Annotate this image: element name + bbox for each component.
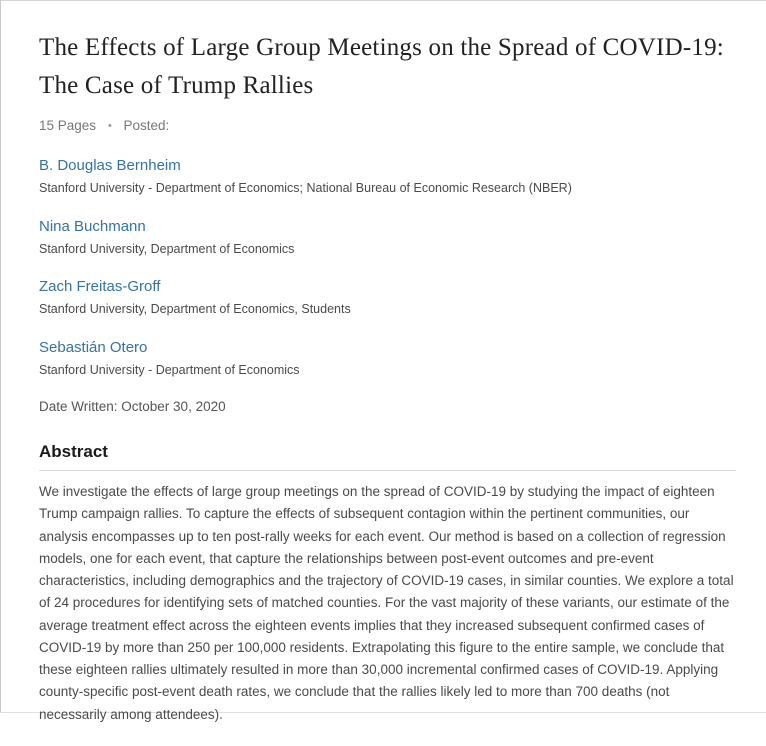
author-link-buchmann[interactable]: Nina Buchmann — [39, 217, 146, 235]
author-block: Zach Freitas-Groff Stanford University, … — [39, 278, 736, 319]
author-block: Sebastián Otero Stanford University - De… — [39, 339, 736, 380]
author-link-freitas-groff[interactable]: Zach Freitas-Groff — [39, 278, 161, 295]
author-link-otero[interactable]: Sebastián Otero — [39, 338, 148, 356]
abstract-divider — [39, 470, 736, 471]
author-affiliation: Stanford University - Department of Econ… — [39, 181, 572, 195]
author-affiliation: Stanford University, Department of Econo… — [39, 302, 351, 316]
author-list: B. Douglas Bernheim Stanford University … — [39, 157, 736, 379]
pages-count: 15 Pages — [39, 118, 97, 133]
author-block: B. Douglas Bernheim Stanford University … — [39, 157, 736, 198]
author-block: Nina Buchmann Stanford University, Depar… — [39, 218, 736, 259]
author-affiliation: Stanford University, Department of Econo… — [39, 241, 295, 256]
page-title: The Effects of Large Group Meetings on t… — [39, 34, 724, 99]
abstract-heading: Abstract — [39, 442, 108, 461]
paper-meta: 15 Pages • Posted: — [39, 118, 736, 133]
author-affiliation: Stanford University - Department of Econ… — [39, 362, 300, 377]
author-link-bernheim[interactable]: B. Douglas Bernheim — [39, 157, 181, 174]
date-written: Date Written: October 30, 2020 — [39, 399, 226, 414]
posted-label: Posted: — [123, 118, 170, 133]
abstract-text: We investigate the effects of large grou… — [39, 484, 734, 722]
meta-separator-icon: • — [107, 120, 112, 132]
